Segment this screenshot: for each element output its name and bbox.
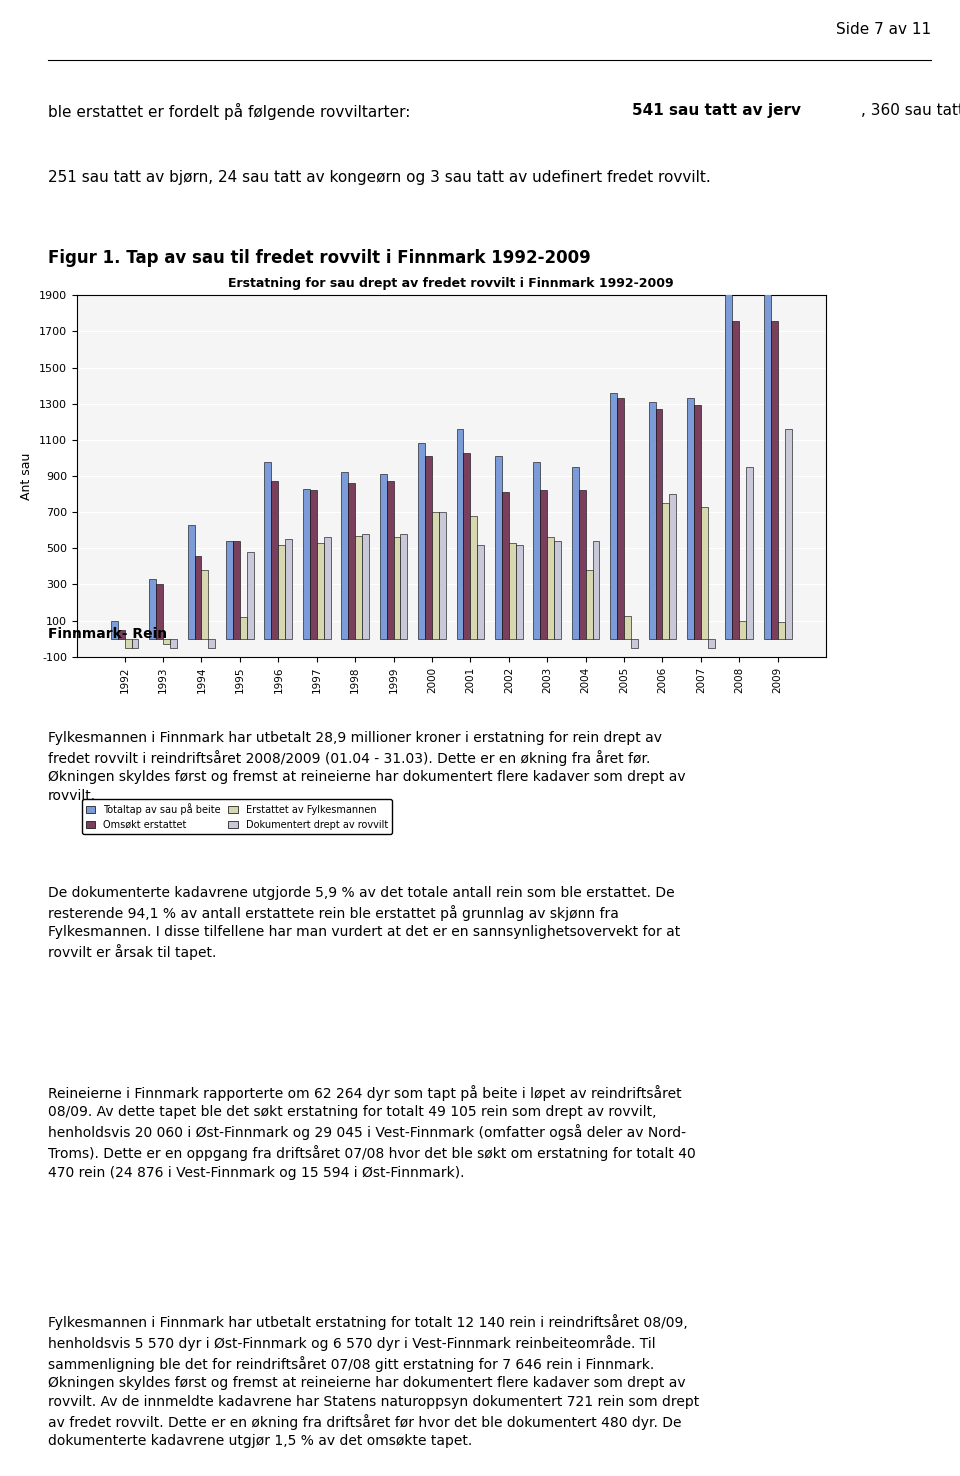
Bar xyxy=(701,506,708,639)
Bar xyxy=(240,617,247,639)
Bar xyxy=(502,493,509,639)
Text: , 360 sau tatt av gaupe,: , 360 sau tatt av gaupe, xyxy=(861,103,960,118)
Bar xyxy=(534,462,540,639)
Bar xyxy=(324,537,330,639)
Bar xyxy=(687,399,694,639)
Bar xyxy=(464,453,470,639)
Bar xyxy=(355,536,362,639)
Bar xyxy=(110,620,118,639)
Bar xyxy=(784,430,792,639)
Bar xyxy=(425,456,432,639)
Bar xyxy=(195,555,202,639)
Bar xyxy=(516,545,522,639)
Bar xyxy=(400,534,407,639)
Bar xyxy=(540,490,547,639)
Bar xyxy=(732,320,739,639)
Text: 541 sau tatt av jerv: 541 sau tatt av jerv xyxy=(632,103,801,118)
Bar xyxy=(579,490,586,639)
Bar xyxy=(227,542,233,639)
Bar xyxy=(278,545,285,639)
Bar xyxy=(187,525,195,639)
Text: Fylkesmannen i Finnmark har utbetalt erstatning for totalt 12 140 rein i reindri: Fylkesmannen i Finnmark har utbetalt ers… xyxy=(48,1314,699,1448)
Bar xyxy=(617,399,624,639)
Bar xyxy=(265,462,272,639)
Bar xyxy=(342,472,348,639)
Y-axis label: Ant sau: Ant sau xyxy=(20,452,34,500)
Bar xyxy=(163,639,170,644)
Bar xyxy=(764,289,771,639)
Bar xyxy=(272,481,278,639)
Bar xyxy=(554,542,561,639)
Bar xyxy=(746,466,754,639)
Bar xyxy=(202,570,208,639)
Bar xyxy=(149,579,156,639)
Bar xyxy=(348,483,355,639)
Bar xyxy=(708,639,715,648)
Bar xyxy=(419,443,425,639)
Bar xyxy=(125,639,132,648)
Bar xyxy=(132,639,138,648)
Bar xyxy=(317,543,324,639)
Bar xyxy=(656,409,662,639)
Bar xyxy=(586,570,592,639)
Text: Figur 1. Tap av sau til fredet rovvilt i Finnmark 1992-2009: Figur 1. Tap av sau til fredet rovvilt i… xyxy=(48,249,590,267)
Bar xyxy=(156,584,163,639)
Legend: Totaltap av sau på beite, Omsøkt erstattet, Erstattet av Fylkesmannen, Dokumente: Totaltap av sau på beite, Omsøkt erstatt… xyxy=(82,799,392,834)
Bar xyxy=(170,639,177,648)
Title: Erstatning for sau drept av fredet rovvilt i Finnmark 1992-2009: Erstatning for sau drept av fredet rovvi… xyxy=(228,277,674,289)
Bar xyxy=(771,320,778,639)
Bar xyxy=(380,474,387,639)
Bar xyxy=(362,534,369,639)
Bar xyxy=(310,490,317,639)
Bar xyxy=(495,456,502,639)
Bar xyxy=(285,539,292,639)
Bar xyxy=(631,639,637,648)
Bar xyxy=(233,542,240,639)
Bar xyxy=(208,639,215,648)
Text: Fylkesmannen i Finnmark har utbetalt 28,9 millioner kroner i erstatning for rein: Fylkesmannen i Finnmark har utbetalt 28,… xyxy=(48,731,685,803)
Text: Side 7 av 11: Side 7 av 11 xyxy=(836,22,931,37)
Text: Reineierne i Finnmark rapporterte om 62 264 dyr som tapt på beite i løpet av rei: Reineierne i Finnmark rapporterte om 62 … xyxy=(48,1085,696,1179)
Bar xyxy=(669,494,676,639)
Bar xyxy=(726,292,732,639)
Bar xyxy=(439,512,445,639)
Bar xyxy=(778,623,784,639)
Bar xyxy=(394,537,400,639)
Bar xyxy=(694,406,701,639)
Bar xyxy=(470,515,477,639)
Bar xyxy=(387,481,394,639)
Bar xyxy=(662,503,669,639)
Bar xyxy=(739,620,746,639)
Text: Finnmark- Rein: Finnmark- Rein xyxy=(48,627,167,641)
Bar xyxy=(303,489,310,639)
Bar xyxy=(118,630,125,639)
Bar xyxy=(649,401,656,639)
Bar xyxy=(247,552,253,639)
Bar xyxy=(477,545,484,639)
Bar xyxy=(572,466,579,639)
Bar xyxy=(457,430,464,639)
Bar xyxy=(509,543,516,639)
Text: 251 sau tatt av bjørn, 24 sau tatt av kongeørn og 3 sau tatt av udefinert fredet: 251 sau tatt av bjørn, 24 sau tatt av ko… xyxy=(48,170,710,184)
Bar xyxy=(547,537,554,639)
Text: De dokumenterte kadavrene utgjorde 5,9 % av det totale antall rein som ble ersta: De dokumenterte kadavrene utgjorde 5,9 %… xyxy=(48,886,681,961)
Bar xyxy=(624,615,631,639)
Bar xyxy=(432,512,439,639)
Text: ble erstattet er fordelt på følgende rovviltarter:: ble erstattet er fordelt på følgende rov… xyxy=(48,103,416,121)
Bar xyxy=(611,393,617,639)
Bar xyxy=(592,542,599,639)
